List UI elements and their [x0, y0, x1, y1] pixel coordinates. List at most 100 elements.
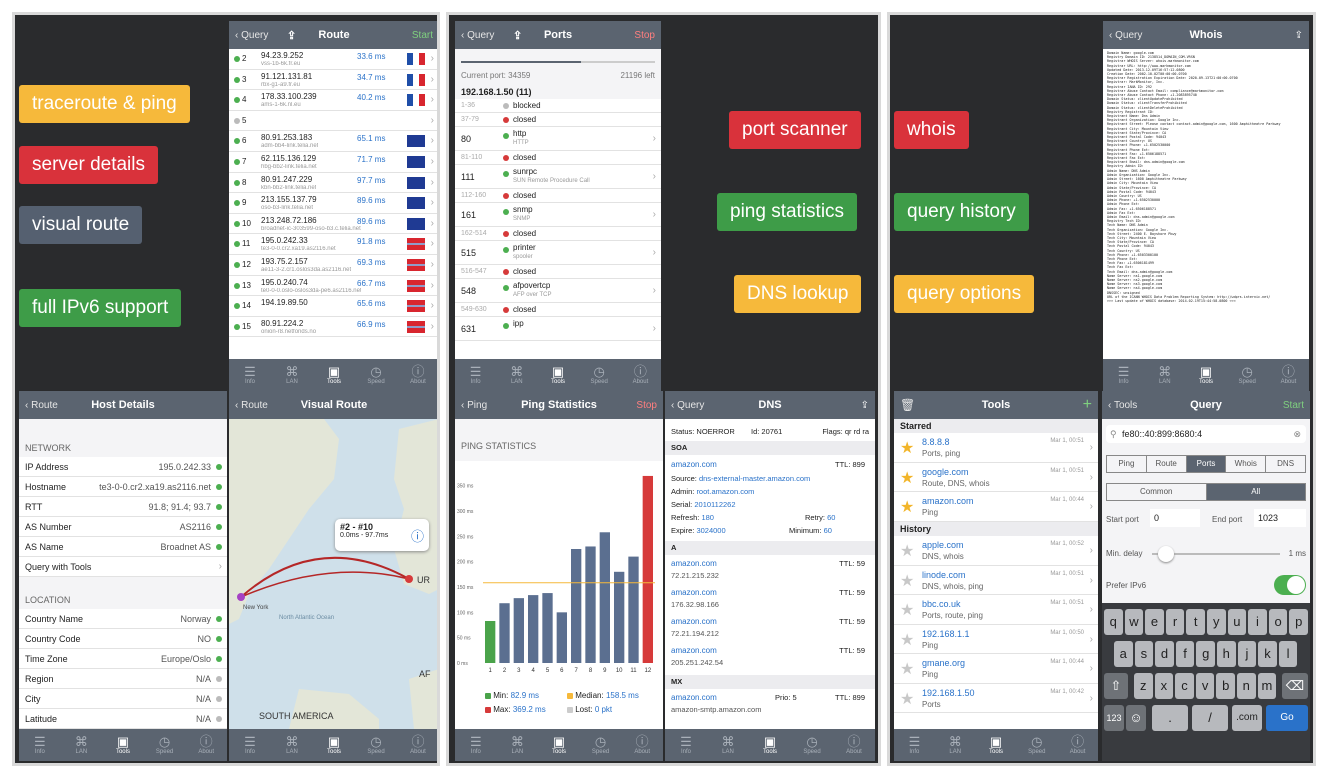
port-row[interactable]: 161 snmp SNMP › [455, 203, 661, 227]
star-icon[interactable]: ★ [900, 572, 915, 590]
star-icon[interactable]: ★ [900, 469, 915, 487]
tab-speed[interactable]: ◷ Speed [579, 359, 620, 391]
star-icon[interactable]: ★ [900, 690, 915, 708]
key-s[interactable]: s [1134, 641, 1154, 667]
key-g[interactable]: g [1196, 641, 1215, 667]
key-a[interactable]: a [1114, 641, 1133, 667]
tab-about[interactable]: ⓘ About [621, 729, 663, 761]
slider-thumb[interactable] [1158, 546, 1174, 562]
route-hop[interactable]: 11 195.0.242.33 te3-0-0.cr2.xa19.as2116.ne… [229, 234, 437, 255]
route-hop[interactable]: 12 193.75.2.157 ae11-3-2.cr1.oslos3da.as21… [229, 255, 437, 276]
route-hop[interactable]: 5 › [229, 111, 437, 132]
detail-row[interactable]: RTT 91.8; 91.4; 93.7 [19, 497, 227, 517]
detail-row[interactable]: Time Zone Europe/Oslo [19, 649, 227, 669]
detail-row[interactable]: Region N/A [19, 669, 227, 689]
route-hop[interactable]: 7 62.115.136.129 hbg-bb2-link.telia.net 71.… [229, 152, 437, 173]
share-icon[interactable]: ⇪ [513, 29, 523, 42]
tab-about[interactable]: ⓘ About [1268, 359, 1309, 391]
tool-segment[interactable]: Ping Route Ports Whois DNS [1106, 455, 1306, 473]
dotcom-key[interactable]: .com [1232, 705, 1262, 731]
share-icon[interactable]: ⇪ [860, 399, 869, 411]
emoji-icon[interactable]: ☺ [1126, 705, 1146, 731]
route-hop[interactable]: 14 194.19.89.50 65.6 ms › [229, 296, 437, 317]
detail-row[interactable]: Hostname te3-0-0.cr2.xa19.as2116.net [19, 477, 227, 497]
route-hop[interactable]: 6 80.91.253.183 adm-bb4-link.telia.net 65.1… [229, 131, 437, 152]
map[interactable]: New York North Atlantic Ocean SOUTH AMER… [229, 419, 439, 729]
back-button[interactable]: ‹ Route [25, 399, 58, 411]
key-o[interactable]: o [1268, 609, 1288, 635]
clear-icon[interactable]: ⊗ [1293, 429, 1301, 439]
tab-tools[interactable]: ▣ Tools [1185, 359, 1226, 391]
route-hop[interactable]: 8 80.91.247.229 kbn-bb2-link.telia.net 97.7… [229, 173, 437, 194]
key-z[interactable]: z [1134, 673, 1153, 699]
tab-lan[interactable]: ⌘ LAN [497, 729, 539, 761]
key-y[interactable]: y [1207, 609, 1226, 635]
port-row[interactable]: 37-79 closed [455, 113, 661, 127]
seg-whois[interactable]: Whois [1226, 456, 1267, 472]
key-h[interactable]: h [1217, 641, 1236, 667]
tab-tools[interactable]: ▣ Tools [537, 359, 578, 391]
route-hop[interactable]: 10 213.248.72.186 broadnet-ic-303599-oso-b… [229, 214, 437, 235]
detail-row[interactable]: Latitude N/A [19, 709, 227, 729]
tab-tools[interactable]: ▣ Tools [102, 729, 144, 761]
key-x[interactable]: x [1154, 673, 1174, 699]
port-row[interactable]: 516-547 closed [455, 265, 661, 279]
back-button[interactable]: ‹ Query [461, 29, 495, 41]
route-hop[interactable]: 3 91.121.131.81 rbx-g1-a9.fr.eu 34.7 ms › [229, 70, 437, 91]
slash-key[interactable]: / [1192, 705, 1228, 731]
tab-info[interactable]: ☰ Info [455, 729, 497, 761]
start-port-input[interactable]: 0 [1150, 509, 1200, 527]
tab-about[interactable]: ⓘ About [397, 729, 437, 761]
search-input[interactable]: ⚲ fe80::40:899:8680:4 ⊗ [1106, 425, 1306, 443]
port-row[interactable]: 548 afpovertcp AFP over TCP › [455, 279, 661, 303]
tab-tools[interactable]: ▣ Tools [538, 729, 580, 761]
key-p[interactable]: p [1289, 609, 1308, 635]
port-row[interactable]: 80 http HTTP › [455, 127, 661, 151]
seg-route[interactable]: Route [1147, 456, 1187, 472]
key-l[interactable]: l [1278, 641, 1298, 667]
route-callout[interactable]: #2 - #10 0.0ms - 97.7ms ⓘ [335, 519, 429, 551]
seg-all[interactable]: All [1206, 484, 1305, 500]
query-item[interactable]: ★ 8.8.8.8 Ports, ping Mar 1, 00:51 › [894, 433, 1098, 463]
tab-speed[interactable]: ◷ Speed [355, 729, 397, 761]
port-row[interactable]: 631 ipp › [455, 317, 661, 341]
query-item[interactable]: ★ amazon.com Ping Mar 1, 00:44 › [894, 492, 1098, 522]
tab-tools[interactable]: ▣ Tools [976, 729, 1017, 761]
tab-lan[interactable]: ⌘ LAN [935, 729, 976, 761]
range-segment[interactable]: Common All [1106, 483, 1306, 501]
star-icon[interactable]: ★ [900, 661, 915, 678]
map-pin-end[interactable] [405, 575, 413, 583]
route-hop[interactable]: 13 195.0.240.74 te0-0-0.oslo-oslos3da-pe6.… [229, 276, 437, 297]
detail-row[interactable]: City N/A [19, 689, 227, 709]
route-hop[interactable]: 4 178.33.100.239 ams-1-6k.nl.eu 40.2 ms › [229, 90, 437, 111]
stop-button[interactable]: Stop [634, 29, 655, 41]
port-row[interactable]: 112-160 closed [455, 189, 661, 203]
back-button[interactable]: ‹ Query [671, 399, 705, 411]
tab-speed[interactable]: ◷ Speed [355, 359, 397, 391]
ipv6-toggle[interactable] [1274, 575, 1306, 595]
start-button[interactable]: Start [1282, 399, 1304, 411]
seg-common[interactable]: Common [1107, 484, 1207, 500]
end-port-input[interactable]: 1023 [1254, 509, 1306, 527]
query-item[interactable]: ★ apple.com DNS, whois Mar 1, 00:52 › [894, 536, 1098, 566]
tab-speed[interactable]: ◷ Speed [1016, 729, 1057, 761]
route-hop[interactable]: 15 80.91.224.2 onion-r8.netfonds.no 66.9 ms… [229, 317, 437, 338]
tab-speed[interactable]: ◷ Speed [1227, 359, 1268, 391]
tab-lan[interactable]: ⌘ LAN [1144, 359, 1185, 391]
star-icon[interactable]: ★ [900, 499, 915, 516]
key-i[interactable]: i [1248, 609, 1267, 635]
key-b[interactable]: b [1216, 673, 1235, 699]
port-row[interactable]: 549-630 closed [455, 303, 661, 317]
stop-button[interactable]: Stop [636, 399, 657, 411]
key-d[interactable]: d [1155, 641, 1174, 667]
star-icon[interactable]: ★ [900, 440, 915, 457]
key-c[interactable]: c [1175, 673, 1194, 699]
tab-lan[interactable]: ⌘ LAN [496, 359, 537, 391]
detail-row[interactable]: Query with Tools › [19, 557, 227, 577]
key-k[interactable]: k [1258, 641, 1277, 667]
tab-speed[interactable]: ◷ Speed [791, 729, 833, 761]
tab-info[interactable]: ☰ Info [229, 729, 271, 761]
map-pin-start[interactable] [237, 593, 245, 601]
port-row[interactable]: 515 printer spooler › [455, 241, 661, 265]
route-hop[interactable]: 9 213.155.137.79 oso-b3-link.telia.net 89.6… [229, 193, 437, 214]
